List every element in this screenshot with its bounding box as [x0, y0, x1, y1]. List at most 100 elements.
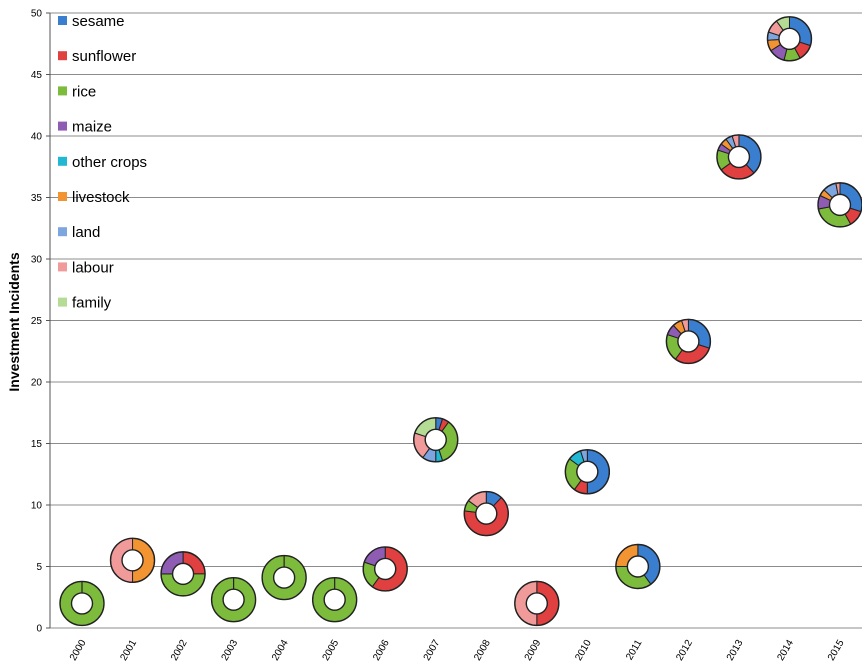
- donut-inner-hole: [424, 428, 447, 452]
- x-tick-label: 2012: [674, 638, 695, 663]
- y-tick-label: 40: [31, 132, 43, 143]
- legend-swatch: [58, 156, 67, 166]
- donut-2009: [514, 580, 560, 627]
- donut-outer-ring: [817, 182, 862, 228]
- x-tick-label: 2002: [169, 638, 190, 663]
- donut-outer-ring: [109, 537, 156, 584]
- x-tick-label: 2003: [220, 638, 241, 663]
- donut-inner-hole: [121, 549, 144, 572]
- donut-outer-ring: [59, 580, 105, 627]
- donut-outer-ring: [463, 490, 509, 537]
- donut-inner-hole: [778, 27, 801, 51]
- legend-item-sesame: sesame: [58, 13, 125, 30]
- donut-inner-hole: [525, 592, 548, 615]
- y-tick-label: 0: [36, 624, 42, 635]
- legend-item-labour: labour: [58, 259, 114, 276]
- donut-2011: [615, 543, 661, 590]
- y-tick-label: 15: [31, 439, 43, 450]
- legend-label: other crops: [72, 154, 147, 171]
- donut-outer-ring: [311, 577, 358, 623]
- donut-inner-hole: [272, 566, 296, 589]
- donut-2014: [766, 16, 813, 62]
- donut-inner-hole: [171, 562, 195, 586]
- donut-inner-hole: [323, 588, 346, 611]
- y-tick-label: 10: [31, 501, 43, 512]
- legend-item-other_crops: other crops: [58, 154, 147, 171]
- legend-swatch: [58, 262, 67, 272]
- legend-item-maize: maize: [58, 119, 112, 136]
- x-tick-label: 2009: [523, 638, 544, 663]
- donut-inner-hole: [677, 330, 700, 353]
- y-axis-label: Investment Incidents: [6, 252, 22, 391]
- legend-swatch: [58, 16, 67, 25]
- legend: sesame sunflower rice maize other crops lives…: [58, 13, 147, 312]
- legend-label: labour: [72, 259, 114, 276]
- x-tick-label: 2010: [573, 638, 594, 663]
- x-tick-label: 2007: [422, 638, 443, 663]
- donut-2002: [160, 551, 206, 597]
- donut-inner-hole: [727, 145, 751, 169]
- y-tick-label: 20: [31, 378, 43, 389]
- donut-inner-hole: [222, 588, 245, 611]
- donut-2007: [413, 417, 459, 463]
- donut-inner-hole: [374, 557, 397, 581]
- x-tick-label: 2005: [321, 638, 342, 663]
- donut-2000: [59, 580, 105, 627]
- x-tick-label: 2008: [472, 638, 493, 663]
- donut-outer-ring: [160, 551, 206, 597]
- y-tick-label: 5: [36, 562, 42, 573]
- donut-outer-ring: [766, 16, 813, 62]
- x-tick-label: 2011: [624, 638, 644, 663]
- donut-outer-ring: [210, 577, 257, 623]
- x-tick-label: 2014: [775, 638, 796, 663]
- donut-outer-ring: [514, 580, 560, 627]
- donut-2010: [564, 449, 611, 495]
- donut-2003: [210, 577, 257, 623]
- legend-swatch: [58, 227, 67, 237]
- donut-inner-hole: [828, 193, 852, 217]
- legend-swatch: [58, 297, 67, 307]
- donut-inner-hole: [576, 460, 599, 483]
- x-axis-ticks: 2000 2001 2002 2003 2004 2005 2006 2007 2008 2009…: [68, 638, 847, 663]
- donut-markers: [59, 16, 862, 627]
- x-tick-label: 2000: [68, 638, 89, 663]
- legend-label: sesame: [72, 13, 125, 30]
- legend-label: rice: [72, 83, 96, 100]
- donut-2001: [109, 537, 156, 584]
- legend-label: maize: [72, 119, 112, 136]
- x-tick-label: 2001: [118, 638, 139, 663]
- x-tick-label: 2004: [270, 638, 291, 663]
- legend-item-sunflower: sunflower: [58, 48, 136, 65]
- donut-2004: [261, 554, 307, 601]
- donut-2012: [665, 318, 712, 365]
- donut-inner-hole: [70, 592, 94, 615]
- legend-swatch: [58, 86, 67, 96]
- gridlines: [49, 12, 862, 629]
- legend-swatch: [58, 121, 67, 131]
- y-tick-label: 50: [31, 9, 43, 20]
- donut-outer-ring: [665, 318, 712, 365]
- legend-label: sunflower: [72, 48, 136, 65]
- donut-2015: [817, 182, 862, 228]
- legend-label: land: [72, 224, 100, 241]
- donut-outer-ring: [615, 543, 661, 590]
- y-tick-label: 25: [31, 316, 43, 327]
- legend-label: family: [72, 295, 112, 312]
- donut-outer-ring: [261, 554, 307, 601]
- donut-outer-ring: [413, 417, 459, 463]
- y-tick-label: 35: [31, 193, 43, 204]
- donut-2008: [463, 490, 509, 537]
- legend-item-family: family: [58, 295, 112, 312]
- legend-swatch: [58, 192, 67, 201]
- donut-outer-ring: [716, 134, 762, 180]
- donut-outer-ring: [362, 546, 408, 592]
- legend-swatch: [58, 51, 67, 61]
- donut-2013: [716, 134, 762, 180]
- donut-inner-hole: [475, 502, 498, 525]
- x-tick-label: 2015: [826, 638, 847, 663]
- x-tick-label: 2013: [725, 638, 746, 663]
- legend-label: livestock: [72, 189, 130, 206]
- x-tick-label: 2006: [371, 638, 392, 663]
- donut-outer-ring: [564, 449, 611, 495]
